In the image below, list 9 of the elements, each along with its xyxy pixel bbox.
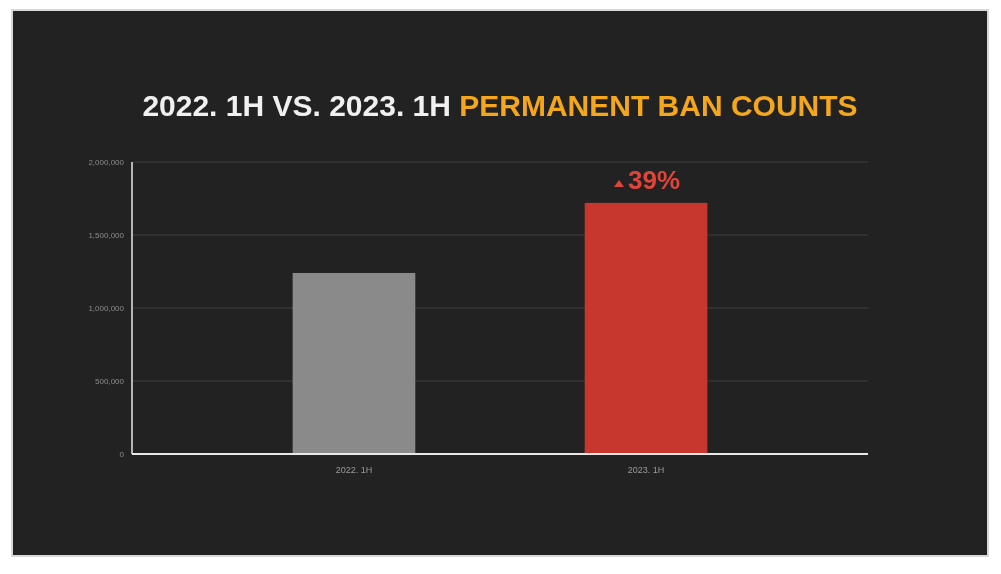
y-tick-label: 1,500,000 bbox=[88, 230, 125, 240]
y-tick-label: 0 bbox=[119, 449, 125, 459]
y-tick-label: 2,000,000 bbox=[88, 157, 125, 167]
x-tick-label: 2023. 1H bbox=[627, 465, 665, 476]
annotation: 39% bbox=[628, 164, 681, 195]
y-tick-label: 500,000 bbox=[95, 376, 125, 386]
y-tick-label: 1,000,000 bbox=[88, 303, 125, 313]
chart-title: 2022. 1H VS. 2023. 1H PERMANENT BAN COUNTS bbox=[142, 89, 858, 122]
x-tick-label: 2022. 1H bbox=[335, 465, 373, 476]
